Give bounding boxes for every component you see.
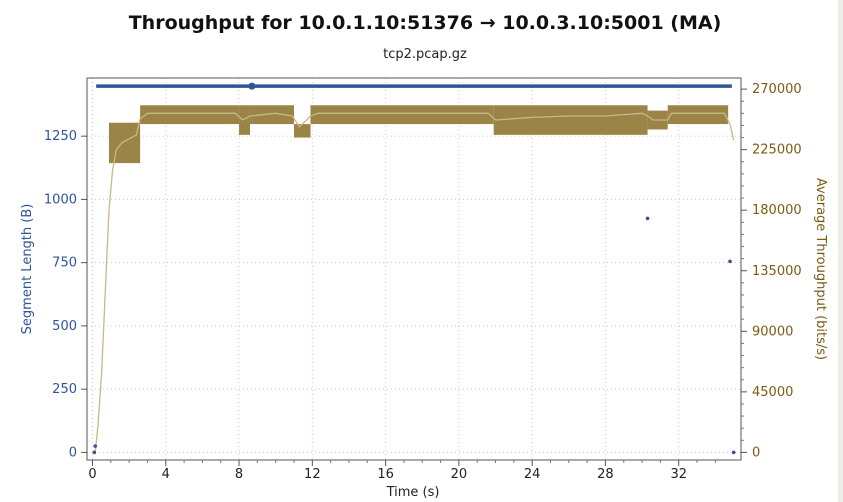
segment-point: [645, 216, 650, 221]
left-tick-label: 1250: [44, 129, 77, 144]
throughput-band-segment: [108, 122, 141, 164]
throughput-band-segment: [250, 105, 295, 125]
plot-border: [86, 77, 742, 461]
throughput-band-segment: [140, 105, 240, 125]
left-tick-label: 0: [69, 445, 77, 460]
segment-point: [731, 450, 736, 455]
x-tick-label: 16: [377, 467, 394, 482]
left-tick-label: 750: [52, 256, 77, 271]
right-tick-label: 225000: [752, 143, 802, 158]
left-tick-label: 1000: [44, 192, 77, 207]
segment-point: [93, 444, 98, 448]
left-axis-label: Segment Length (B): [20, 204, 35, 335]
throughput-band: [108, 105, 729, 164]
x-tick-label: 8: [235, 467, 243, 482]
grid-lines: [87, 78, 741, 460]
right-axis-label: Average Throughput (bits/s): [813, 178, 828, 360]
x-tick-label: 20: [451, 467, 468, 482]
right-tick-label: 45000: [752, 385, 793, 400]
x-tick-label: 0: [88, 467, 96, 482]
throughput-band-segment: [294, 124, 311, 138]
throughput-band-segment: [667, 105, 729, 125]
throughput-line: [94, 112, 735, 453]
segment-point: [92, 450, 97, 455]
throughput-band-segment: [493, 105, 648, 135]
x-axis-ticks: 0 4 8 12 16 20 24 28 32: [88, 460, 716, 482]
x-tick-label: 4: [162, 467, 170, 482]
right-tick-label: 135000: [752, 264, 802, 279]
right-tick-label: 270000: [752, 82, 802, 97]
chart-subtitle: tcp2.pcap.gz: [383, 47, 467, 62]
right-axis-ticks: 0 45000 90000 135000 180000 225000 270000: [741, 82, 802, 460]
x-tick-label: 28: [597, 467, 614, 482]
right-tick-label: 90000: [752, 324, 793, 339]
throughput-band-segment: [239, 105, 251, 135]
segment-series: [92, 82, 736, 455]
x-tick-label: 32: [670, 467, 687, 482]
x-tick-label: 24: [524, 467, 541, 482]
throughput-band-segment: [310, 105, 494, 125]
left-axis-ticks: 0 250 500 750 1000 1250: [44, 129, 87, 460]
x-axis-label: Time (s): [386, 485, 440, 500]
right-tick-label: 180000: [752, 203, 802, 218]
x-tick-label: 12: [304, 467, 321, 482]
left-tick-label: 500: [52, 319, 77, 334]
right-tick-label: 0: [752, 445, 760, 460]
chart-title: Throughput for 10.0.1.10:51376 → 10.0.3.…: [129, 12, 722, 34]
left-tick-label: 250: [52, 382, 77, 397]
segment-point: [728, 259, 732, 264]
segment-highlight-marker: [248, 82, 256, 90]
